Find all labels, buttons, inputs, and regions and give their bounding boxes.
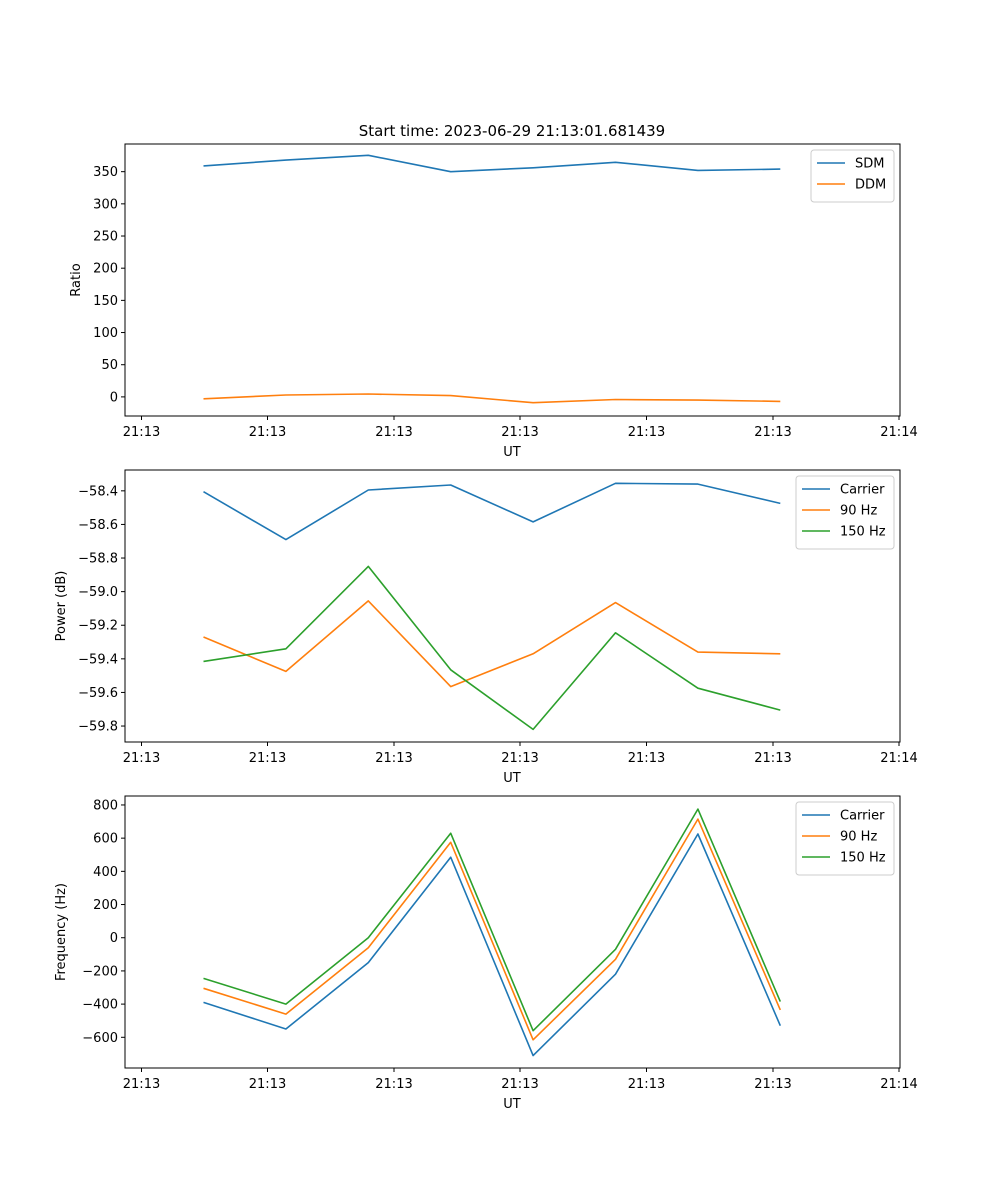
- legend: Carrier 90 Hz 150 Hz: [795, 475, 895, 550]
- y-tick-label: 0: [110, 931, 118, 946]
- series-line-90-hz: [203, 818, 782, 1041]
- x-tick-label: 21:13: [249, 751, 286, 766]
- x-tick-label: 21:13: [123, 751, 160, 766]
- legend-label: 90 Hz: [840, 504, 877, 519]
- axes-frame: [124, 143, 901, 417]
- y-tick-label: −58.6: [78, 518, 118, 533]
- x-tick-label: 21:13: [501, 425, 538, 440]
- series-line-carrier: [203, 482, 781, 541]
- x-tick-label: 21:13: [754, 751, 791, 766]
- plots-container: 21:13 21:13 21:13 21:13 21:13 21:13 21:14 0 50 10…: [54, 143, 918, 1112]
- y-tick-label: −200: [82, 964, 118, 979]
- x-tick-label: 21:13: [375, 425, 412, 440]
- x-tick-label: 21:14: [880, 1077, 917, 1092]
- series-line-150-hz: [203, 808, 782, 1032]
- figure-title: Start time: 2023-06-29 21:13:01.681439: [359, 122, 665, 140]
- x-tick-label: 21:13: [375, 751, 412, 766]
- y-tick-label: −59.6: [78, 686, 118, 701]
- subplot-2: 21:13 21:13 21:13 21:13 21:13 21:13 21:14 −59.8…: [54, 469, 918, 786]
- axes-frame: [124, 469, 901, 743]
- y-tick-label: 100: [93, 326, 118, 341]
- x-axis-label: UT: [503, 771, 521, 786]
- series-line-90-hz: [203, 600, 781, 688]
- series-line-carrier: [203, 833, 782, 1057]
- y-tick-label: −600: [82, 1031, 118, 1046]
- y-tick-label: 200: [93, 262, 118, 277]
- y-tick-label: −59.4: [78, 652, 118, 667]
- series-line-150-hz: [203, 565, 781, 731]
- subplot-1: 21:13 21:13 21:13 21:13 21:13 21:13 21:14 0 50 10…: [69, 143, 918, 460]
- y-tick-label: −59.8: [78, 720, 118, 735]
- y-tick-label: 0: [110, 390, 118, 405]
- x-tick-label: 21:13: [628, 1077, 665, 1092]
- legend-label: DDM: [855, 178, 886, 193]
- x-tick-label: 21:13: [754, 425, 791, 440]
- subplot-3: 21:13 21:13 21:13 21:13 21:13 21:13 21:14 −600 −…: [54, 795, 918, 1112]
- legend: SDM DDM: [810, 149, 895, 203]
- x-tick-label: 21:14: [880, 751, 917, 766]
- y-tick-label: 200: [93, 898, 118, 913]
- y-tick-label: −58.4: [78, 484, 118, 499]
- y-tick-label: 300: [93, 197, 118, 212]
- y-axis-label: Ratio: [69, 263, 84, 296]
- y-tick-label: −59.2: [78, 619, 118, 634]
- x-tick-label: 21:13: [375, 1077, 412, 1092]
- x-axis-label: UT: [503, 1097, 521, 1112]
- legend-label: Carrier: [840, 809, 885, 824]
- x-tick-label: 21:14: [880, 425, 917, 440]
- y-tick-label: −58.8: [78, 552, 118, 567]
- x-tick-label: 21:13: [501, 1077, 538, 1092]
- axes-frame: [124, 795, 901, 1069]
- y-tick-label: 350: [93, 165, 118, 180]
- y-axis-label: Frequency (Hz): [54, 883, 69, 981]
- legend-label: SDM: [855, 157, 884, 172]
- y-tick-label: −59.0: [78, 585, 118, 600]
- y-axis-label: Power (dB): [54, 571, 69, 642]
- x-axis-label: UT: [503, 445, 521, 460]
- x-tick-label: 21:13: [628, 751, 665, 766]
- x-tick-label: 21:13: [501, 751, 538, 766]
- y-tick-label: 250: [93, 230, 118, 245]
- x-tick-label: 21:13: [249, 425, 286, 440]
- y-tick-label: 800: [93, 798, 118, 813]
- legend-label: Carrier: [840, 483, 885, 498]
- x-tick-label: 21:13: [754, 1077, 791, 1092]
- series-line-ddm: [203, 393, 781, 404]
- legend-label: 150 Hz: [840, 851, 886, 866]
- y-tick-label: −400: [82, 998, 118, 1013]
- x-tick-label: 21:13: [123, 1077, 160, 1092]
- legend-label: 150 Hz: [840, 525, 886, 540]
- legend-label: 90 Hz: [840, 830, 877, 845]
- series-line-sdm: [203, 154, 781, 173]
- y-tick-label: 600: [93, 832, 118, 847]
- legend: Carrier 90 Hz 150 Hz: [795, 801, 895, 876]
- y-tick-label: 50: [101, 358, 118, 373]
- y-tick-label: 400: [93, 865, 118, 880]
- y-tick-label: 150: [93, 294, 118, 309]
- x-tick-label: 21:13: [628, 425, 665, 440]
- x-tick-label: 21:13: [123, 425, 160, 440]
- x-tick-label: 21:13: [249, 1077, 286, 1092]
